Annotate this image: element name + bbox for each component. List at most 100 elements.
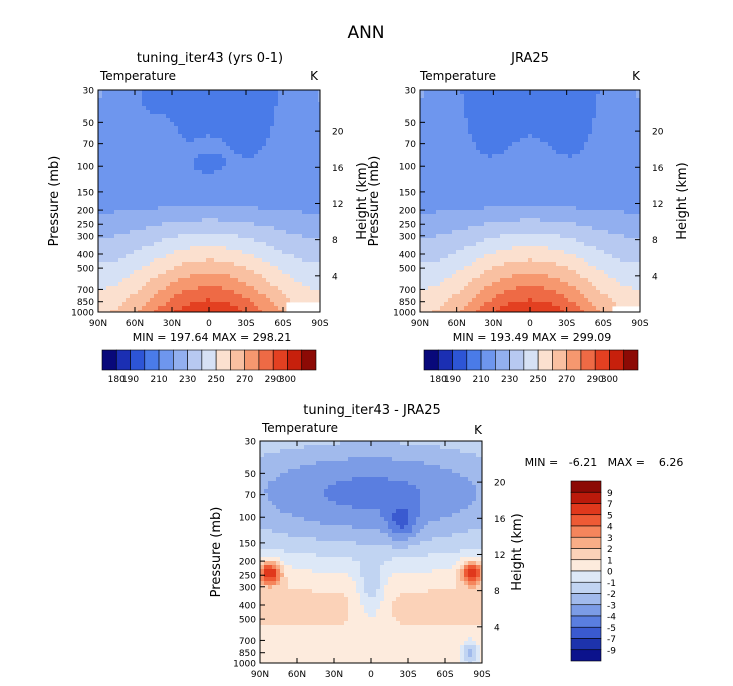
contour-cell xyxy=(222,114,227,119)
contour-cell xyxy=(190,142,195,147)
contour-cell xyxy=(508,210,513,215)
contour-cell xyxy=(294,202,299,207)
contour-cell xyxy=(158,130,163,135)
contour-cell xyxy=(524,206,529,211)
contour-cell xyxy=(198,154,203,159)
contour-cell xyxy=(122,158,127,163)
contour-cell xyxy=(102,138,107,143)
contour-cell xyxy=(106,258,111,263)
contour-cell xyxy=(278,310,283,313)
contour-cell xyxy=(298,286,303,291)
contour-cell xyxy=(620,94,625,99)
contour-cell xyxy=(488,202,493,207)
contour-cell xyxy=(174,242,179,247)
contour-cell xyxy=(202,222,207,227)
contour-cell xyxy=(250,114,255,119)
contour-cell xyxy=(290,254,295,259)
contour-cell xyxy=(600,210,605,215)
contour-cell xyxy=(254,230,259,235)
contour-cell xyxy=(572,202,577,207)
contour-cell xyxy=(150,234,155,239)
contour-cell xyxy=(226,262,231,267)
height-tick-label: 4 xyxy=(332,272,338,282)
contour-cell xyxy=(616,214,621,219)
contour-cell xyxy=(278,306,283,311)
contour-cell xyxy=(198,94,203,99)
contour-cell xyxy=(102,234,107,239)
contour-cell xyxy=(234,138,239,143)
contour-cell xyxy=(504,186,509,191)
contour-cell xyxy=(436,214,441,219)
contour-cell xyxy=(154,154,159,159)
contour-cell xyxy=(186,106,191,111)
contour-cell xyxy=(98,90,103,95)
contour-cell xyxy=(448,106,453,111)
contour-cell xyxy=(182,278,187,283)
contour-cell xyxy=(106,158,111,163)
contour-cell xyxy=(142,270,147,275)
contour-cell xyxy=(278,98,283,103)
contour-cell xyxy=(624,134,629,139)
contour-cell xyxy=(114,222,119,227)
contour-cell xyxy=(540,146,545,151)
contour-cell xyxy=(262,218,267,223)
contour-cell xyxy=(290,270,295,275)
contour-cell xyxy=(302,210,307,215)
contour-cell xyxy=(294,118,299,123)
contour-cell xyxy=(218,258,223,263)
contour-cell xyxy=(516,206,521,211)
contour-cell xyxy=(110,90,115,95)
contour-cell xyxy=(496,122,501,127)
contour-cell xyxy=(138,134,143,139)
contour-cell xyxy=(246,198,251,203)
contour-cell xyxy=(468,202,473,207)
contour-cell xyxy=(190,146,195,151)
contour-cell xyxy=(106,162,111,167)
contour-cell xyxy=(516,134,521,139)
contour-cell xyxy=(170,110,175,115)
contour-cell xyxy=(194,290,199,295)
contour-cell xyxy=(226,174,231,179)
contour-cell xyxy=(222,118,227,123)
contour-cell xyxy=(600,166,605,171)
contour-cell xyxy=(98,94,103,99)
contour-cell xyxy=(286,178,291,183)
contour-cell xyxy=(238,90,243,95)
contour-cell xyxy=(118,94,123,99)
contour-cell xyxy=(600,150,605,155)
contour-cell xyxy=(186,162,191,167)
contour-cell xyxy=(632,158,637,163)
contour-cell xyxy=(548,162,553,167)
contour-cell xyxy=(138,242,143,247)
contour-cell xyxy=(476,126,481,131)
contour-cell xyxy=(516,174,521,179)
contour-cell xyxy=(504,138,509,143)
contour-cell xyxy=(444,142,449,147)
contour-cell xyxy=(286,214,291,219)
y-tick-label: 200 xyxy=(77,207,94,217)
contour-cell xyxy=(432,146,437,151)
contour-cell xyxy=(102,278,107,283)
contour-cell xyxy=(222,90,227,95)
contour-cell xyxy=(286,162,291,167)
contour-cell xyxy=(110,278,115,283)
contour-cell xyxy=(632,126,637,131)
contour-cell xyxy=(182,98,187,103)
contour-cell xyxy=(432,110,437,115)
contour-cell xyxy=(508,198,513,203)
contour-cell xyxy=(318,138,321,143)
contour-cell xyxy=(178,254,183,259)
contour-cell xyxy=(628,106,633,111)
contour-cell xyxy=(102,262,107,267)
contour-cell xyxy=(314,90,319,95)
contour-cell xyxy=(282,274,287,279)
contour-cell xyxy=(250,106,255,111)
contour-cell xyxy=(444,182,449,187)
contour-cell xyxy=(270,102,275,107)
contour-cell xyxy=(444,186,449,191)
contour-cell xyxy=(250,226,255,231)
contour-cell xyxy=(114,166,119,171)
contour-cell xyxy=(98,174,103,179)
contour-cell xyxy=(122,210,127,215)
contour-cell xyxy=(318,206,321,211)
